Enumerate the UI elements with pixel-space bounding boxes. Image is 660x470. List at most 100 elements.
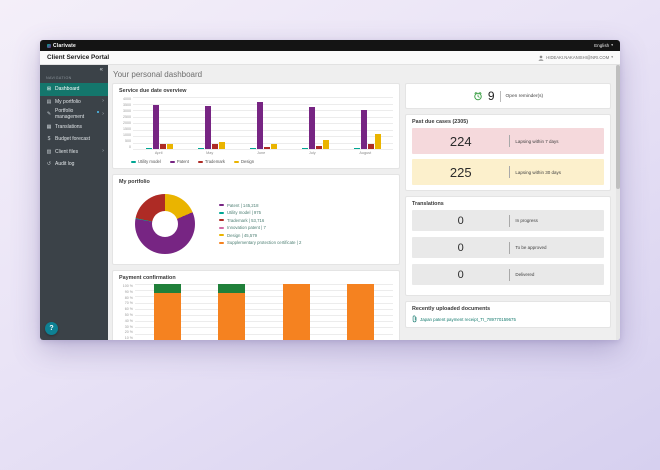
y-tick-label: 40 % [124,318,133,323]
stat-value: 224 [449,133,472,149]
donut-legend-item-design: Design | 45,579 [219,233,301,238]
sidebar-item-audit-log[interactable]: ↺ Audit log [40,158,108,171]
legend-marker [219,211,224,214]
reminder-label: Open reminder(s) [505,93,544,99]
sidebar-item-budget-forecast[interactable]: $ Budget forecast [40,133,108,146]
sidebar-nav: ⊞ Dashboard ▤ My portfolio › ✎ Portfolio manag… [40,83,108,171]
y-tick-label: 100 % [122,284,133,288]
bar [270,144,277,149]
document-link[interactable]: Japan patent payment receipt_TI_78977015… [412,315,604,323]
help-button[interactable]: ? [45,322,58,335]
legend-label: Supplementary protection certificate | 2 [227,240,302,246]
legend-marker [234,160,240,163]
sidebar-item-label: Portfolio management [55,108,85,121]
gridline [133,136,393,137]
user-icon [538,55,544,61]
gridline [133,97,393,98]
app-body: « NAVIGATION ⊞ Dashboard ▤ My portfolio › ✎ Po… [40,65,620,340]
plot-wrap [135,284,393,340]
card-reminders[interactable]: 9 Open reminder(s) [405,83,611,109]
chart-legend: Utility model Patent Trademark Design [119,159,393,164]
chevron-down-icon: ▾ [611,42,613,47]
y-tick-label: 90 % [124,289,133,294]
scrollbar-thumb[interactable] [616,65,620,189]
past-due-row[interactable]: 225 Lapsing within 30 days [412,159,604,185]
bar-group [145,97,173,149]
card-service-due-date: Service due date overview 4000 3500 3000 25… [112,83,400,169]
bar [204,106,211,149]
sidebar-item-translations[interactable]: ▦ Translations [40,121,108,134]
stat-label: In progress [515,218,538,223]
card-recent-documents: Recently uploaded documents Japan patent… [405,301,611,328]
bar [145,148,152,149]
legend-marker [197,160,203,163]
sidebar-item-dashboard[interactable]: ⊞ Dashboard [40,83,108,96]
audit-icon: ↺ [46,161,52,168]
stat-label: Delivered [515,272,535,277]
translation-row[interactable]: 0 In progress [412,210,604,231]
card-my-portfolio: My portfolio Patent | 145,218 Utility mod… [112,174,400,265]
x-tick-label: June [256,151,266,155]
language-selector[interactable]: English ▾ [594,43,613,48]
past-due-row[interactable]: 224 Lapsing within 7 days [412,128,604,154]
plot-area [133,97,393,150]
scrollbar[interactable] [616,65,620,340]
sidebar-collapse-button[interactable]: « [99,67,103,73]
user-email: HIDEAKI.NAKANISHI@NRI.COM [546,55,610,60]
bar [367,143,374,149]
bar [360,110,367,149]
bar-segment [218,284,246,293]
gridline [133,116,393,118]
brand-name: Clarivate [53,42,76,49]
y-tick-label: 50 % [124,312,133,317]
card-title: Payment confirmation [119,275,176,281]
gridline [133,103,393,105]
sidebar-item-client-files[interactable]: ▧ Client files › [40,146,108,159]
gridline [135,327,393,329]
plot-wrap: April May June July August [133,97,393,155]
sidebar-item-portfolio-management[interactable]: ✎ Portfolio management › [40,108,108,121]
bar [166,144,173,149]
card-title: Translations [412,201,444,207]
legend-label: Utility model | 975 [227,210,262,216]
sidebar-item-label: Dashboard [55,86,80,93]
app-title: Client Service Portal [47,54,110,61]
legend-label: Design | 45,579 [227,232,258,238]
y-tick-label: 3000 [123,109,131,113]
bar [322,140,329,149]
sidebar-item-label: Translations [55,123,83,130]
portfolio-icon: ▤ [46,98,52,105]
dashboard-icon: ⊞ [46,86,52,93]
y-tick-label: 1500 [123,127,131,131]
translation-row[interactable]: 0 Delivered [412,264,604,285]
bar-segment [282,284,310,340]
translation-row[interactable]: 0 To be approved [412,237,604,258]
sidebar-item-my-portfolio[interactable]: ▤ My portfolio › [40,96,108,109]
sidebar-item-label: My portfolio [55,98,81,105]
legend-label: Design [241,159,255,164]
card-payment-confirmation: Payment confirmation 100 % 90 % 80 % 70 % 60… [112,270,400,340]
legend-marker [219,226,224,229]
legend-label: Trademark [204,159,226,164]
legend-label: Innovation patent | 7 [227,225,266,231]
legend-marker [131,160,136,163]
bar-group [249,97,277,149]
stacked-bar [153,284,181,340]
stat-value: 0 [457,268,464,281]
user-menu[interactable]: HIDEAKI.NAKANISHI@NRI.COM ▾ [538,55,613,61]
bar-segment [218,292,246,340]
gridline [133,142,393,144]
bar-group [353,97,381,149]
gridline [135,315,393,316]
bar [152,104,159,149]
x-tick-label: May [206,151,214,155]
notification-badge [96,110,100,113]
bar [263,147,270,149]
gridline [133,123,393,124]
legend-label: Trademark | 53,716 [227,217,265,223]
portfolio-chart-row: Patent | 145,218 Utility model | 975 Trade… [119,188,393,260]
bar-segment [347,284,375,340]
bar [159,144,166,149]
chevron-down-icon: ▾ [611,54,613,59]
gridline [133,129,393,131]
